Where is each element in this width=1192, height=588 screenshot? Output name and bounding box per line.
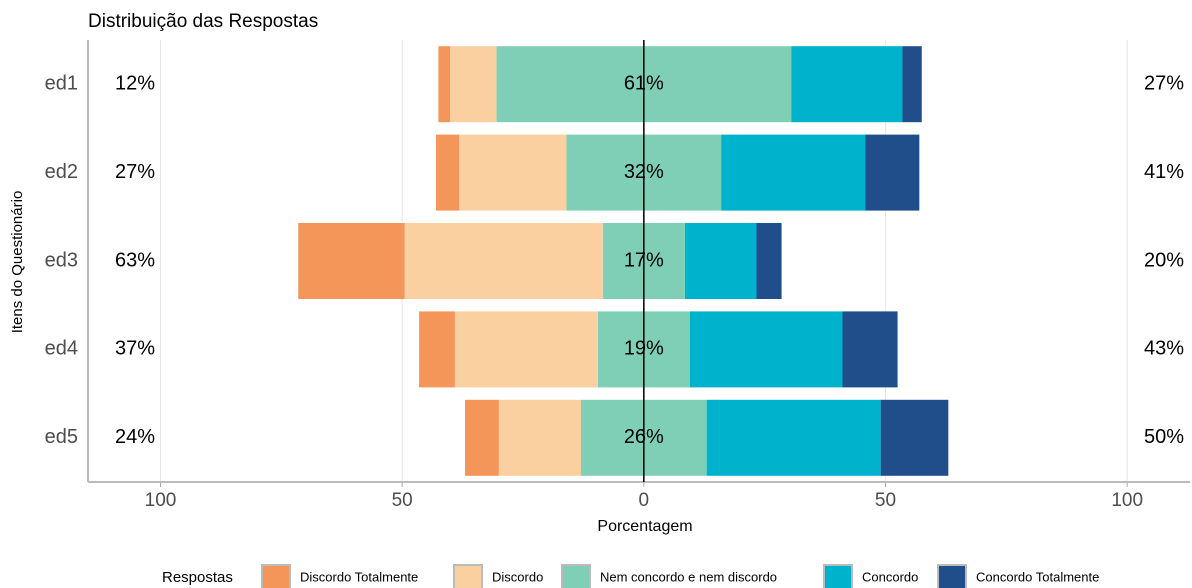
bar-segment: [498, 399, 581, 476]
bar-segment: [689, 311, 843, 388]
legend-label: Discordo Totalmente: [300, 569, 418, 584]
right-label: 43%: [1144, 338, 1184, 360]
left-label: 24%: [115, 426, 155, 448]
right-label: 50%: [1144, 426, 1184, 448]
bar-segment: [459, 134, 567, 211]
bar-segment: [842, 311, 898, 388]
y-tick-label: ed2: [45, 161, 78, 183]
bar-segment: [706, 399, 881, 476]
legend-swatch: [823, 564, 853, 588]
x-tick-label: 0: [639, 490, 650, 511]
x-axis-label: Porcentagem: [597, 518, 692, 535]
legend-swatch: [937, 564, 967, 588]
legend-label: Concordo: [862, 569, 918, 584]
left-label: 37%: [115, 338, 155, 360]
bar-segment: [880, 399, 949, 476]
bar-segment: [756, 223, 782, 299]
bar-segment: [902, 46, 922, 123]
legend-label: Nem concordo e nem discordo: [600, 569, 777, 584]
x-tick-label: 100: [145, 490, 177, 511]
bar-segment: [465, 399, 499, 476]
bar-segment: [721, 134, 866, 211]
bar-segment: [298, 223, 405, 299]
y-tick-label: ed1: [45, 72, 78, 94]
x-tick-label: 100: [1111, 490, 1143, 511]
y-axis-label: Itens do Questionário: [9, 191, 26, 334]
legend-swatch: [561, 564, 591, 588]
bar-segment: [791, 46, 903, 123]
y-tick-label: ed4: [45, 338, 78, 360]
left-label: 27%: [115, 161, 155, 183]
bar-segment: [419, 311, 455, 388]
left-label: 63%: [115, 249, 155, 271]
bar-segment: [684, 223, 757, 299]
left-label: 12%: [115, 72, 155, 94]
right-label: 20%: [1144, 249, 1184, 271]
right-label: 41%: [1144, 161, 1184, 183]
legend-swatch: [261, 564, 291, 588]
bar-segment: [404, 223, 603, 299]
legend-swatch: [453, 564, 483, 588]
bar-segment: [436, 134, 460, 211]
legend-title: Respostas: [162, 569, 233, 586]
x-tick-label: 50: [875, 490, 896, 511]
bar-segment: [865, 134, 920, 211]
chart-title: Distribuição das Respostas: [88, 11, 318, 32]
bar-segment: [450, 46, 497, 123]
bar-segment: [438, 46, 451, 123]
y-tick-label: ed5: [45, 426, 78, 448]
bar-segment: [454, 311, 598, 388]
right-label: 27%: [1144, 72, 1184, 94]
legend-label: Concordo Totalmente: [976, 569, 1099, 584]
x-tick-label: 50: [392, 490, 413, 511]
legend-label: Discordo: [492, 569, 543, 584]
y-tick-label: ed3: [45, 249, 78, 271]
